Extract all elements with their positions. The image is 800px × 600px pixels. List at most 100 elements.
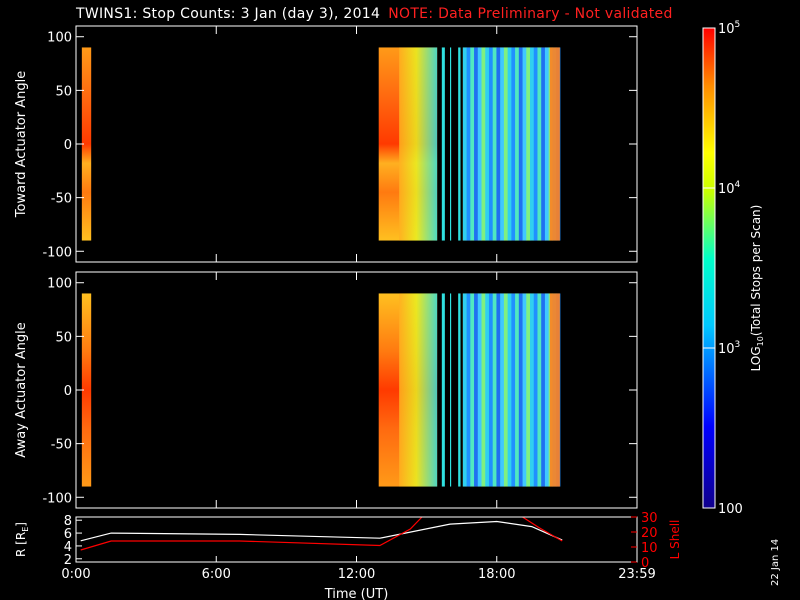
- away-panel-stripe-9: [496, 293, 501, 487]
- toward-panel-stripe-10: [500, 47, 505, 241]
- toward-panel-stripe-1: [466, 47, 471, 241]
- away-panel-stripe-edge: [549, 293, 560, 487]
- ephemeris-ytick-right-label-1: 20: [641, 526, 658, 541]
- away-panel-stripe-22: [544, 293, 550, 487]
- colorbar-gradient: [703, 28, 715, 508]
- toward-panel-block-4: [458, 47, 461, 241]
- ephemeris-ylabel-left-sub: E: [21, 527, 30, 532]
- toward-panel-stripe-0: [462, 47, 468, 241]
- ephemeris-ytick-left-label-2: 4: [64, 540, 72, 555]
- toward-panel-stripe-15: [518, 47, 524, 241]
- ephemeris-ylabel-left: R [RE]: [14, 522, 30, 557]
- away-panel-ytick-label-4: -100: [42, 491, 72, 506]
- colorbar-tick-label-1: 104: [718, 180, 741, 197]
- colorbar-tick-base-2: 10: [718, 342, 735, 357]
- ephemeris-xtick-label-4: 23:59: [618, 567, 655, 582]
- colorbar-tick-label-0: 105: [718, 20, 740, 37]
- date-stamp: 22 Jan 14: [770, 538, 781, 586]
- toward-panel-stripe-16: [522, 47, 527, 241]
- colorbar-tick-exp-1: 4: [735, 180, 741, 190]
- ephemeris-frame: [75, 516, 638, 563]
- toward-panel-stripe-11: [503, 47, 509, 241]
- toward-panel-stripe-4: [477, 47, 483, 241]
- away-panel-block-3: [450, 293, 452, 487]
- toward-panel-stripe-2: [470, 47, 475, 241]
- away-panel-stripe-1: [466, 293, 471, 487]
- away-panel-stripe-19: [533, 293, 538, 487]
- ephemeris-ylabel-left-main: R [R: [14, 532, 28, 557]
- colorbar-label: LOG10(Total Stops per Scan): [749, 205, 765, 372]
- away-panel-stripe-17: [526, 293, 531, 487]
- away-panel-stripe-21: [541, 293, 546, 487]
- toward-panel-stripe-13: [511, 47, 516, 241]
- toward-panel-block-0: [81, 47, 92, 241]
- away-panel-stripe-2: [470, 293, 475, 487]
- away-panel-stripe-15: [518, 293, 524, 487]
- away-panel-stripe-3: [474, 293, 479, 487]
- toward-panel-stripe-7: [488, 47, 494, 241]
- away-panel-stripe-4: [477, 293, 483, 487]
- toward-panel-stripe-18: [530, 47, 535, 241]
- ephemeris-ytick-right-label-0: 30: [641, 511, 658, 526]
- away-panel-stripe-12: [507, 293, 512, 487]
- toward-panel-stripe-17: [526, 47, 531, 241]
- away-panel-stripe-11: [503, 293, 509, 487]
- toward-panel-block-1-wash: [399, 47, 438, 241]
- toward-panel-ytick-label-1: 50: [55, 84, 72, 99]
- ephemeris-ylabel-right: L Shell: [668, 520, 682, 560]
- away-panel-stripe-6: [485, 293, 490, 487]
- toward-panel-stripe-19: [533, 47, 538, 241]
- away-panel-stripe-14: [515, 293, 520, 487]
- toward-panel-stripe-edge: [549, 47, 560, 241]
- r-line-0: [80, 520, 563, 542]
- colorbar-label-rest: (Total Stops per Scan): [749, 205, 763, 336]
- ephemeris-xtick-label-3: 18:00: [478, 567, 515, 582]
- ephemeris-xtick-label-1: 6:00: [202, 567, 231, 582]
- away-panel-stripe-20: [537, 293, 542, 487]
- away-panel-stripe-5: [481, 293, 486, 487]
- toward-panel-stripe-20: [537, 47, 542, 241]
- toward-panel-ytick-label-2: 0: [64, 138, 72, 153]
- toward-panel-block-2: [441, 47, 445, 241]
- ephemeris-xtick-label-0: 0:00: [61, 567, 90, 582]
- toward-panel-ytick-label-3: -50: [51, 192, 72, 207]
- title-main: TWINS1: Stop Counts: 3 Jan (day 3), 2014: [76, 6, 381, 22]
- colorbar-tick-label-2: 103: [718, 340, 740, 357]
- colorbar-label-sub: 10: [756, 336, 765, 346]
- away-panel-block-0: [81, 293, 92, 487]
- toward-panel-stripe-21: [541, 47, 546, 241]
- lshell-line-2: [522, 517, 563, 542]
- ephemeris-ytick-left-label-0: 8: [64, 514, 72, 529]
- toward-panel-stripe-9: [496, 47, 501, 241]
- toward-panel-stripe-14: [515, 47, 520, 241]
- away-panel-stripe-13: [511, 293, 516, 487]
- away-panel-ytick-label-3: -50: [51, 438, 72, 453]
- colorbar-tick-exp-2: 3: [735, 340, 741, 350]
- toward-panel-ylabel: Toward Actuator Angle: [14, 71, 29, 218]
- toward-panel-stripe-12: [507, 47, 512, 241]
- colorbar-tick-base-0: 10: [718, 22, 735, 37]
- title-note: NOTE: Data Preliminary - Not validated: [388, 6, 673, 22]
- lshell-line-1: [80, 517, 423, 551]
- away-panel-ytick-label-2: 0: [64, 384, 72, 399]
- away-panel-stripe-16: [522, 293, 527, 487]
- away-panel-block-2: [441, 293, 445, 487]
- away-panel-block-4: [458, 293, 461, 487]
- toward-panel-block-3: [450, 47, 452, 241]
- away-panel-ytick-label-0: 100: [47, 277, 72, 292]
- toward-panel-stripe-8: [492, 47, 497, 241]
- colorbar-tick-exp-0: 5: [735, 20, 741, 30]
- away-panel-ytick-label-1: 50: [55, 330, 72, 345]
- away-panel-stripe-0: [462, 293, 468, 487]
- away-panel-block-1-wash: [399, 293, 438, 487]
- colorbar-tick-base-1: 10: [718, 182, 735, 197]
- ephemeris-ytick-left-label-1: 6: [64, 527, 72, 542]
- colorbar-tick-label-3: 100: [718, 502, 743, 517]
- ephemeris-xtick-label-2: 12:00: [338, 567, 375, 582]
- ephemeris-ylabel-left-end: ]: [14, 522, 28, 527]
- toward-panel-ytick-label-4: -100: [42, 245, 72, 260]
- away-panel-stripe-8: [492, 293, 497, 487]
- away-panel-stripe-10: [500, 293, 505, 487]
- toward-panel-ytick-label-0: 100: [47, 31, 72, 46]
